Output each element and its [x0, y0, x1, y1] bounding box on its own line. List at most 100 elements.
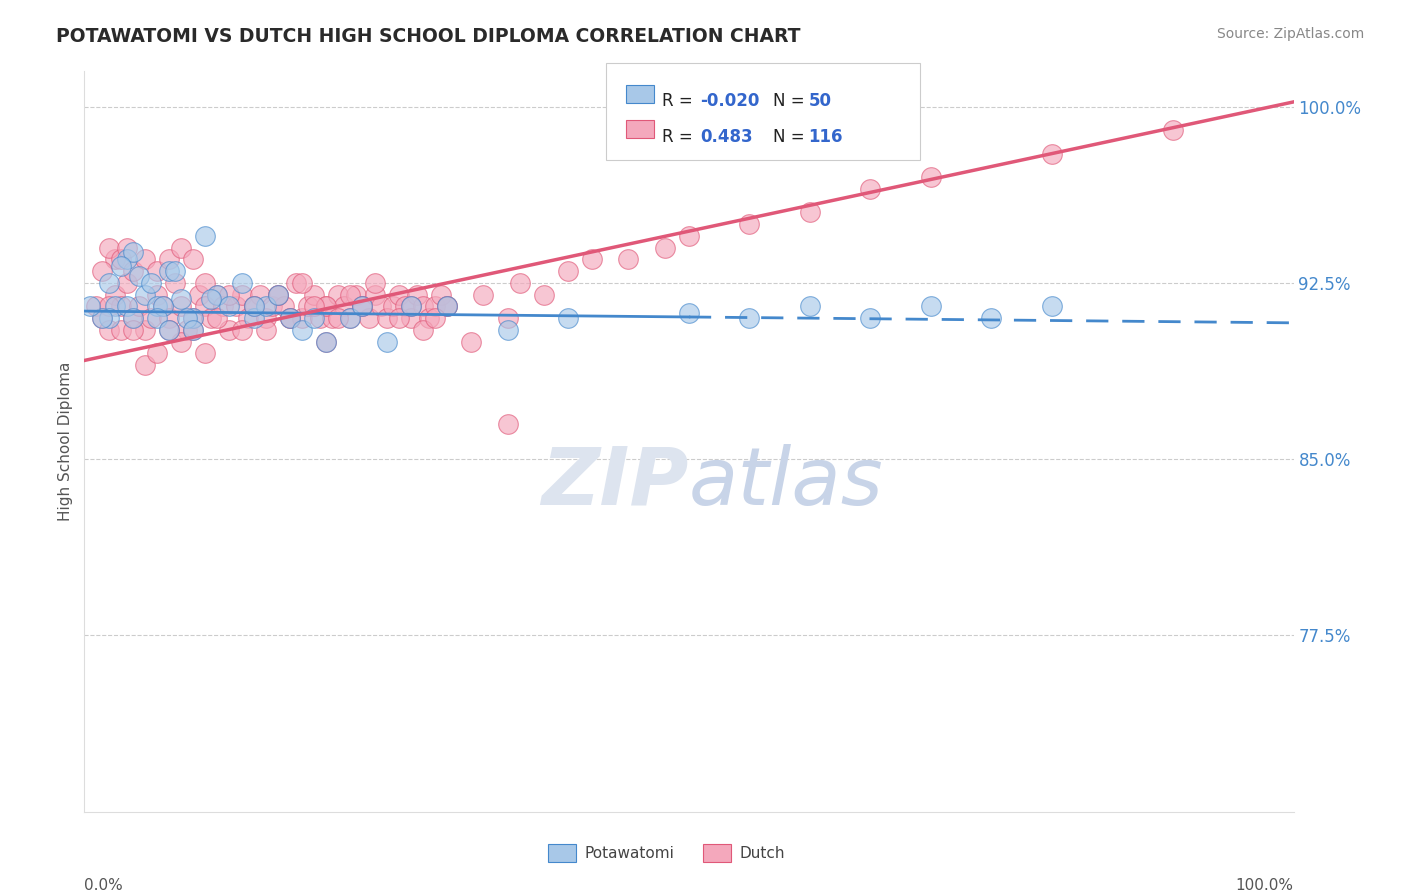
Point: [412, 299, 434, 313]
Point: [170, 241, 193, 255]
Point: [394, 299, 416, 313]
Point: [363, 276, 385, 290]
Point: [381, 299, 404, 313]
Point: [321, 311, 343, 326]
Point: [134, 287, 156, 301]
Point: [388, 311, 411, 326]
Point: [412, 323, 434, 337]
Point: [423, 299, 446, 313]
Point: [91, 264, 114, 278]
Point: [357, 311, 380, 326]
Point: [339, 311, 361, 326]
Point: [738, 311, 761, 326]
Point: [346, 287, 368, 301]
Point: [139, 311, 162, 326]
Point: [533, 287, 555, 301]
Text: -0.020: -0.020: [700, 92, 759, 110]
Point: [170, 299, 193, 313]
Point: [97, 241, 120, 255]
Point: [110, 323, 132, 337]
Point: [1040, 299, 1063, 313]
Point: [363, 287, 385, 301]
Point: [146, 311, 169, 326]
Point: [399, 311, 422, 326]
Point: [194, 346, 217, 360]
Point: [328, 311, 350, 326]
Point: [115, 299, 138, 313]
Point: [86, 299, 108, 313]
Point: [315, 299, 337, 313]
Point: [146, 264, 169, 278]
Point: [509, 276, 531, 290]
Point: [799, 299, 821, 313]
Point: [181, 323, 204, 337]
Y-axis label: High School Diploma: High School Diploma: [58, 362, 73, 521]
Point: [134, 358, 156, 372]
Point: [254, 299, 277, 313]
Point: [181, 311, 204, 326]
Point: [231, 323, 253, 337]
Point: [121, 264, 143, 278]
Point: [370, 299, 392, 313]
Point: [236, 311, 259, 326]
Point: [496, 417, 519, 431]
Point: [920, 170, 942, 185]
Point: [146, 299, 169, 313]
Point: [302, 311, 325, 326]
Point: [242, 299, 264, 313]
Text: 50: 50: [808, 92, 831, 110]
Point: [165, 276, 187, 290]
Point: [436, 299, 458, 313]
Point: [242, 299, 264, 313]
Point: [194, 228, 217, 243]
Point: [315, 334, 337, 349]
Point: [388, 287, 411, 301]
Point: [157, 252, 180, 267]
Point: [418, 311, 440, 326]
Point: [399, 299, 422, 313]
Point: [157, 264, 180, 278]
Point: [430, 287, 453, 301]
Point: [200, 311, 222, 326]
Point: [291, 323, 314, 337]
Point: [128, 268, 150, 283]
Point: [285, 276, 308, 290]
Text: Potawatomi: Potawatomi: [585, 846, 675, 861]
Point: [291, 311, 314, 326]
Point: [242, 311, 264, 326]
Point: [157, 311, 180, 326]
Point: [920, 299, 942, 313]
Point: [231, 276, 253, 290]
Point: [200, 293, 222, 307]
Text: Dutch: Dutch: [740, 846, 785, 861]
Point: [302, 299, 325, 313]
Point: [115, 252, 138, 267]
Point: [557, 311, 579, 326]
Point: [249, 287, 271, 301]
Point: [218, 287, 240, 301]
Point: [91, 311, 114, 326]
Point: [134, 323, 156, 337]
Text: R =: R =: [662, 92, 699, 110]
Point: [218, 299, 240, 313]
Point: [333, 299, 356, 313]
Point: [152, 299, 174, 313]
Point: [121, 323, 143, 337]
Point: [157, 323, 180, 337]
Point: [212, 299, 235, 313]
Point: [194, 299, 217, 313]
Point: [278, 311, 301, 326]
Point: [97, 299, 120, 313]
Point: [181, 323, 204, 337]
Point: [110, 252, 132, 267]
Point: [581, 252, 603, 267]
Point: [406, 287, 429, 301]
Point: [738, 217, 761, 231]
Point: [170, 334, 193, 349]
Point: [352, 299, 374, 313]
Point: [352, 299, 374, 313]
Point: [207, 311, 229, 326]
Point: [79, 299, 101, 313]
Point: [121, 245, 143, 260]
Point: [176, 323, 198, 337]
